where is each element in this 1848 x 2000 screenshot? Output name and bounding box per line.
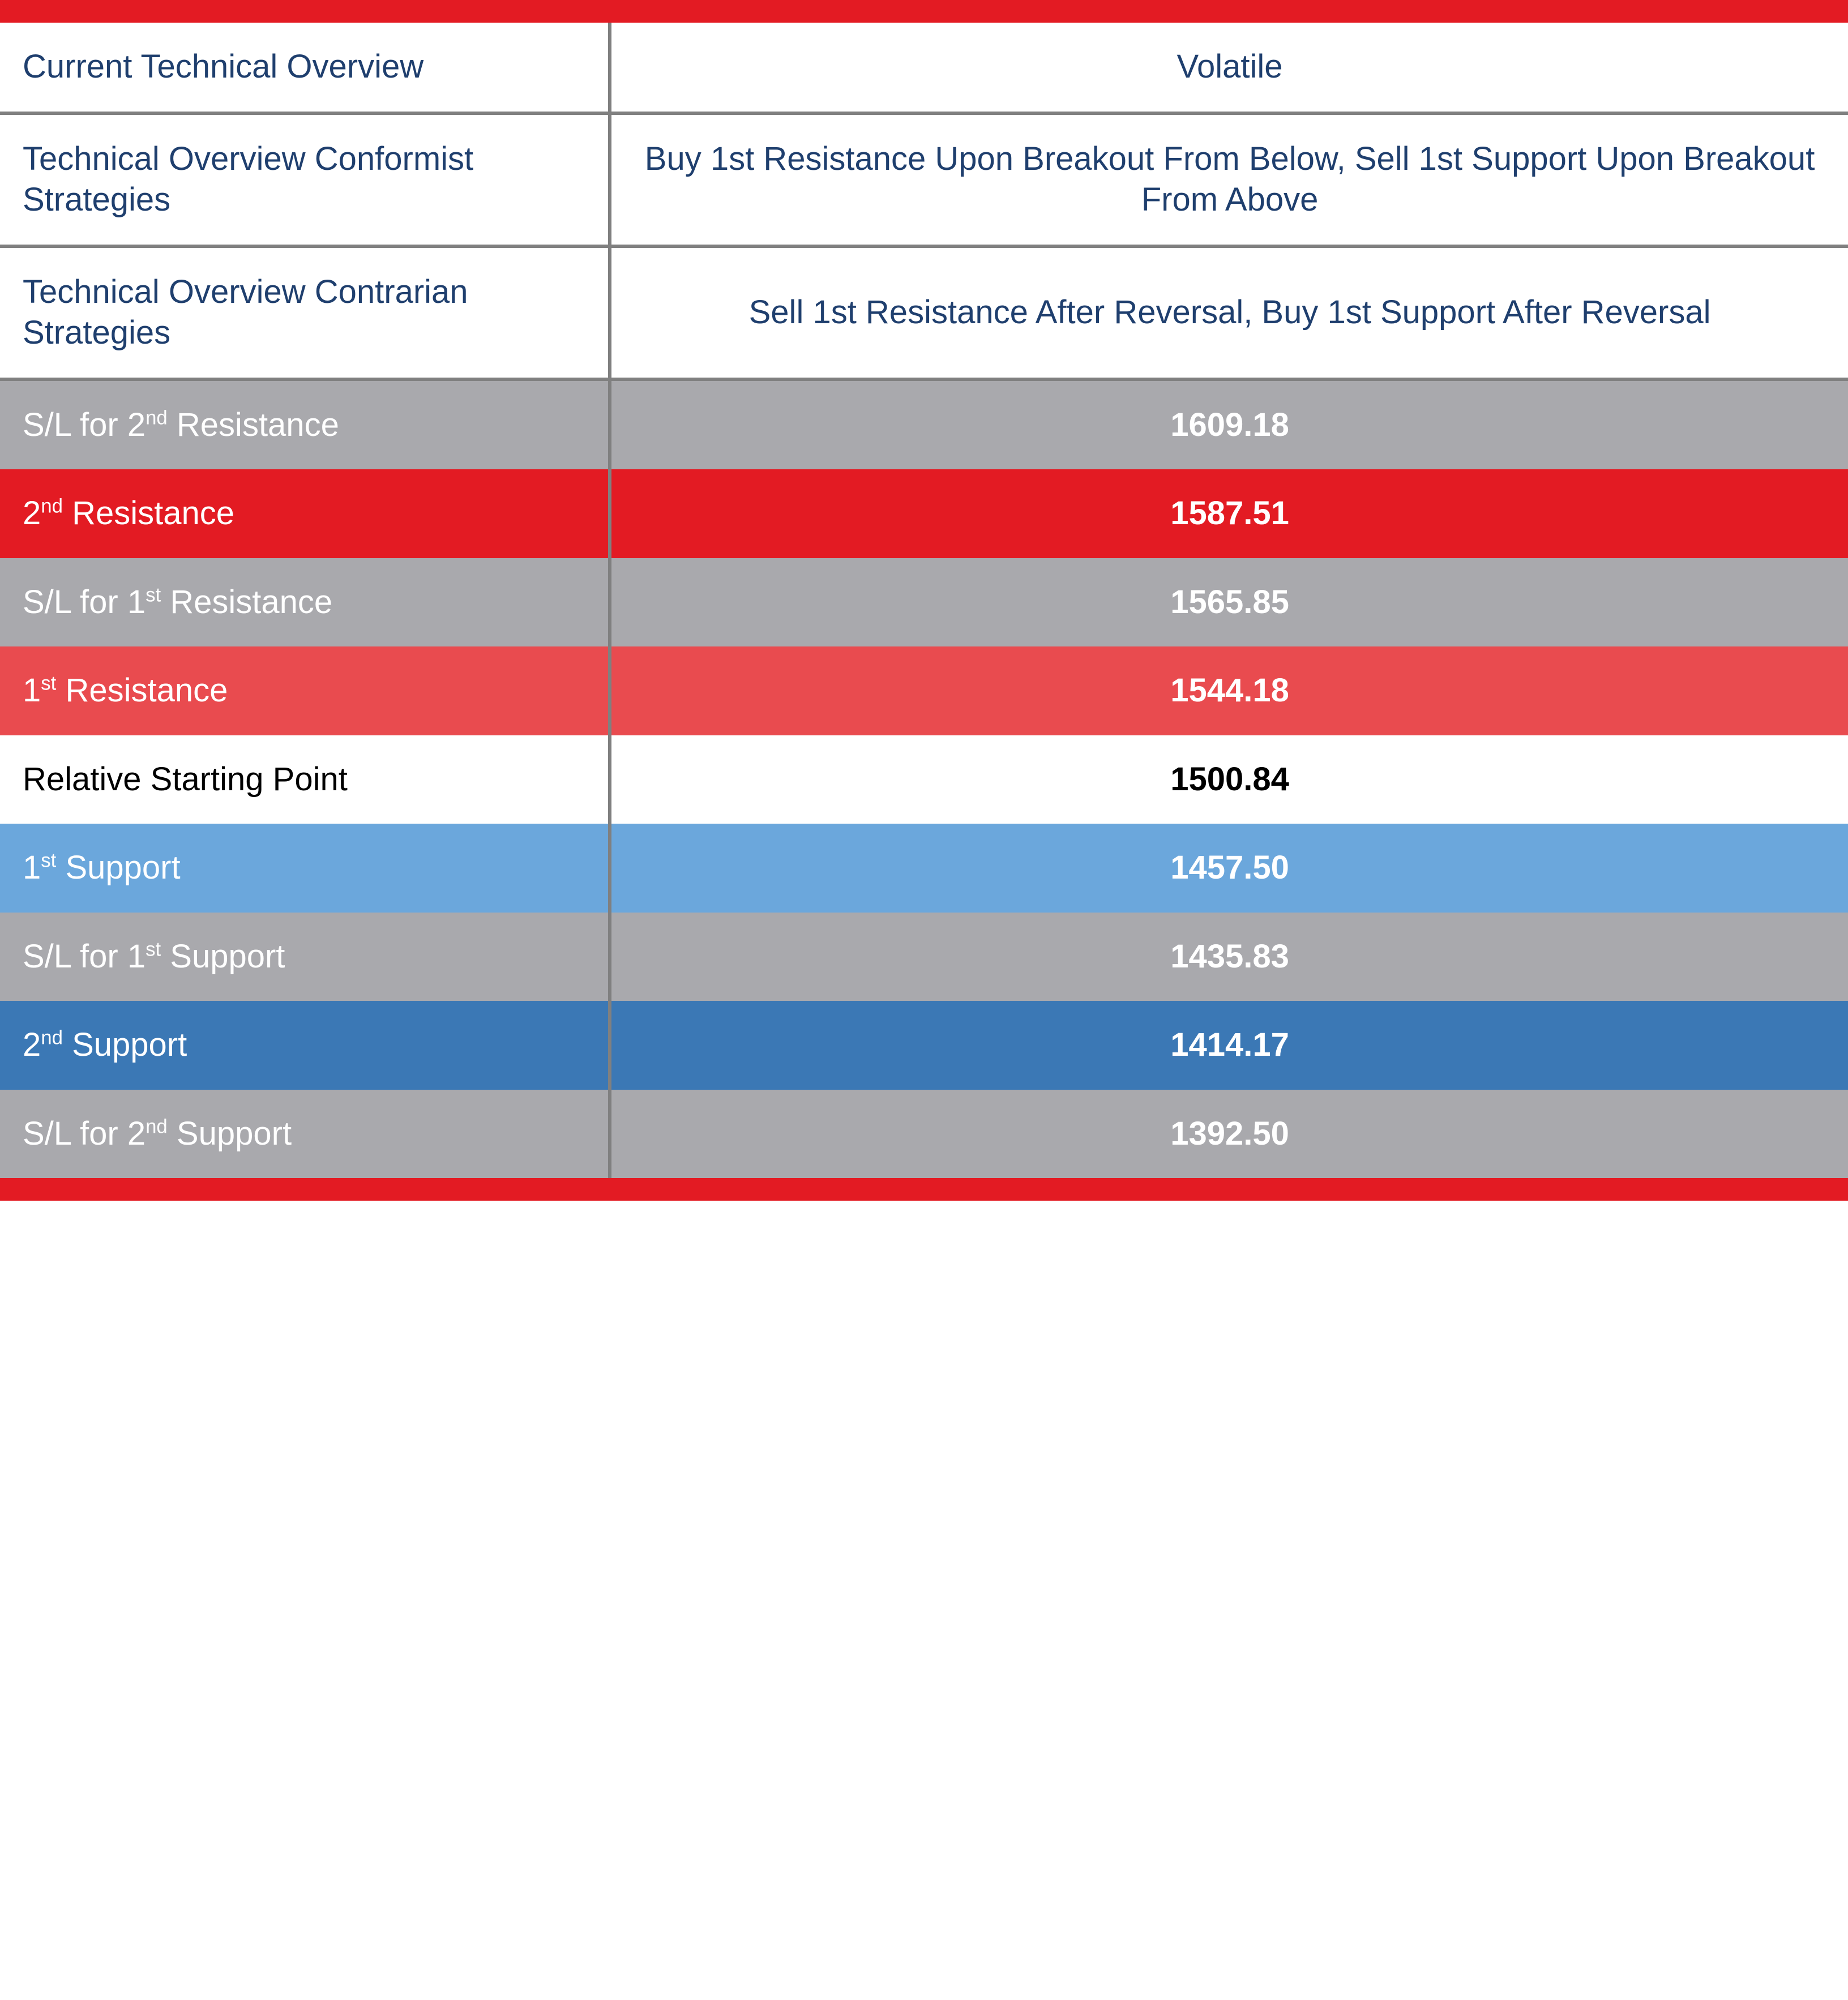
overview-label: Technical Overview Contrarian Strategies xyxy=(0,246,610,379)
level-label-pre: 1 xyxy=(23,849,41,886)
ordinal-suffix: nd xyxy=(146,406,168,429)
level-label: 1st Support xyxy=(0,824,610,913)
level-row: S/L for 2nd Resistance1609.18 xyxy=(0,379,1848,470)
level-label-pre: 2 xyxy=(23,1026,41,1063)
ordinal-suffix: nd xyxy=(41,1027,63,1049)
level-value: 1565.85 xyxy=(610,558,1848,647)
level-row: S/L for 1st Support1435.83 xyxy=(0,913,1848,1001)
level-label-post: Support xyxy=(161,938,285,975)
level-label-post: Resistance xyxy=(161,584,332,620)
level-row: 2nd Resistance1587.51 xyxy=(0,469,1848,558)
level-label-post: Support xyxy=(168,1115,292,1152)
level-label-pre: S/L for 1 xyxy=(23,938,146,975)
ordinal-suffix: st xyxy=(41,850,56,872)
level-label-pre: S/L for 1 xyxy=(23,584,146,620)
level-value: 1609.18 xyxy=(610,379,1848,470)
level-value: 1414.17 xyxy=(610,1001,1848,1090)
level-value: 1500.84 xyxy=(610,735,1848,824)
table: Current Technical Overview Volatile Tech… xyxy=(0,23,1848,1178)
level-value: 1392.50 xyxy=(610,1090,1848,1179)
overview-row: Current Technical Overview Volatile xyxy=(0,23,1848,113)
level-label-post: Support xyxy=(63,1026,187,1063)
level-label: Relative Starting Point xyxy=(0,735,610,824)
level-row: 2nd Support1414.17 xyxy=(0,1001,1848,1090)
table-body: Current Technical Overview Volatile Tech… xyxy=(0,23,1848,1178)
ordinal-suffix: st xyxy=(41,673,56,695)
ordinal-suffix: nd xyxy=(41,495,63,517)
level-value: 1435.83 xyxy=(610,913,1848,1001)
level-label-post: Resistance xyxy=(56,672,228,709)
level-label-pre: S/L for 2 xyxy=(23,406,146,443)
overview-value: Buy 1st Resistance Upon Breakout From Be… xyxy=(610,113,1848,246)
level-label: 2nd Resistance xyxy=(0,469,610,558)
level-value: 1457.50 xyxy=(610,824,1848,913)
level-label-post: Resistance xyxy=(168,406,339,443)
ordinal-suffix: st xyxy=(146,938,161,960)
level-label: 2nd Support xyxy=(0,1001,610,1090)
level-label-pre: S/L for 2 xyxy=(23,1115,146,1152)
level-label-pre: Relative Starting Point xyxy=(23,761,348,798)
ordinal-suffix: st xyxy=(146,584,161,606)
overview-label: Current Technical Overview xyxy=(0,23,610,113)
level-label-post: Support xyxy=(56,849,180,886)
bottom-accent-bar xyxy=(0,1178,1848,1201)
level-row: Relative Starting Point 1500.84 xyxy=(0,735,1848,824)
ordinal-suffix: nd xyxy=(146,1115,168,1137)
level-label: S/L for 1st Support xyxy=(0,913,610,1001)
level-value: 1544.18 xyxy=(610,646,1848,735)
overview-row: Technical Overview Contrarian Strategies… xyxy=(0,246,1848,379)
technical-overview-table: Current Technical Overview Volatile Tech… xyxy=(0,0,1848,1201)
level-label: S/L for 2nd Support xyxy=(0,1090,610,1179)
level-row: S/L for 1st Resistance1565.85 xyxy=(0,558,1848,647)
overview-row: Technical Overview Conformist Strategies… xyxy=(0,113,1848,246)
level-label-post: Resistance xyxy=(63,495,234,532)
level-label-pre: 1 xyxy=(23,672,41,709)
level-label: S/L for 2nd Resistance xyxy=(0,379,610,470)
level-row: 1st Support1457.50 xyxy=(0,824,1848,913)
level-label: S/L for 1st Resistance xyxy=(0,558,610,647)
level-row: 1st Resistance1544.18 xyxy=(0,646,1848,735)
level-label-pre: 2 xyxy=(23,495,41,532)
level-label: 1st Resistance xyxy=(0,646,610,735)
overview-value: Volatile xyxy=(610,23,1848,113)
overview-label: Technical Overview Conformist Strategies xyxy=(0,113,610,246)
level-row: S/L for 2nd Support1392.50 xyxy=(0,1090,1848,1179)
level-value: 1587.51 xyxy=(610,469,1848,558)
top-accent-bar xyxy=(0,0,1848,23)
overview-value: Sell 1st Resistance After Reversal, Buy … xyxy=(610,246,1848,379)
